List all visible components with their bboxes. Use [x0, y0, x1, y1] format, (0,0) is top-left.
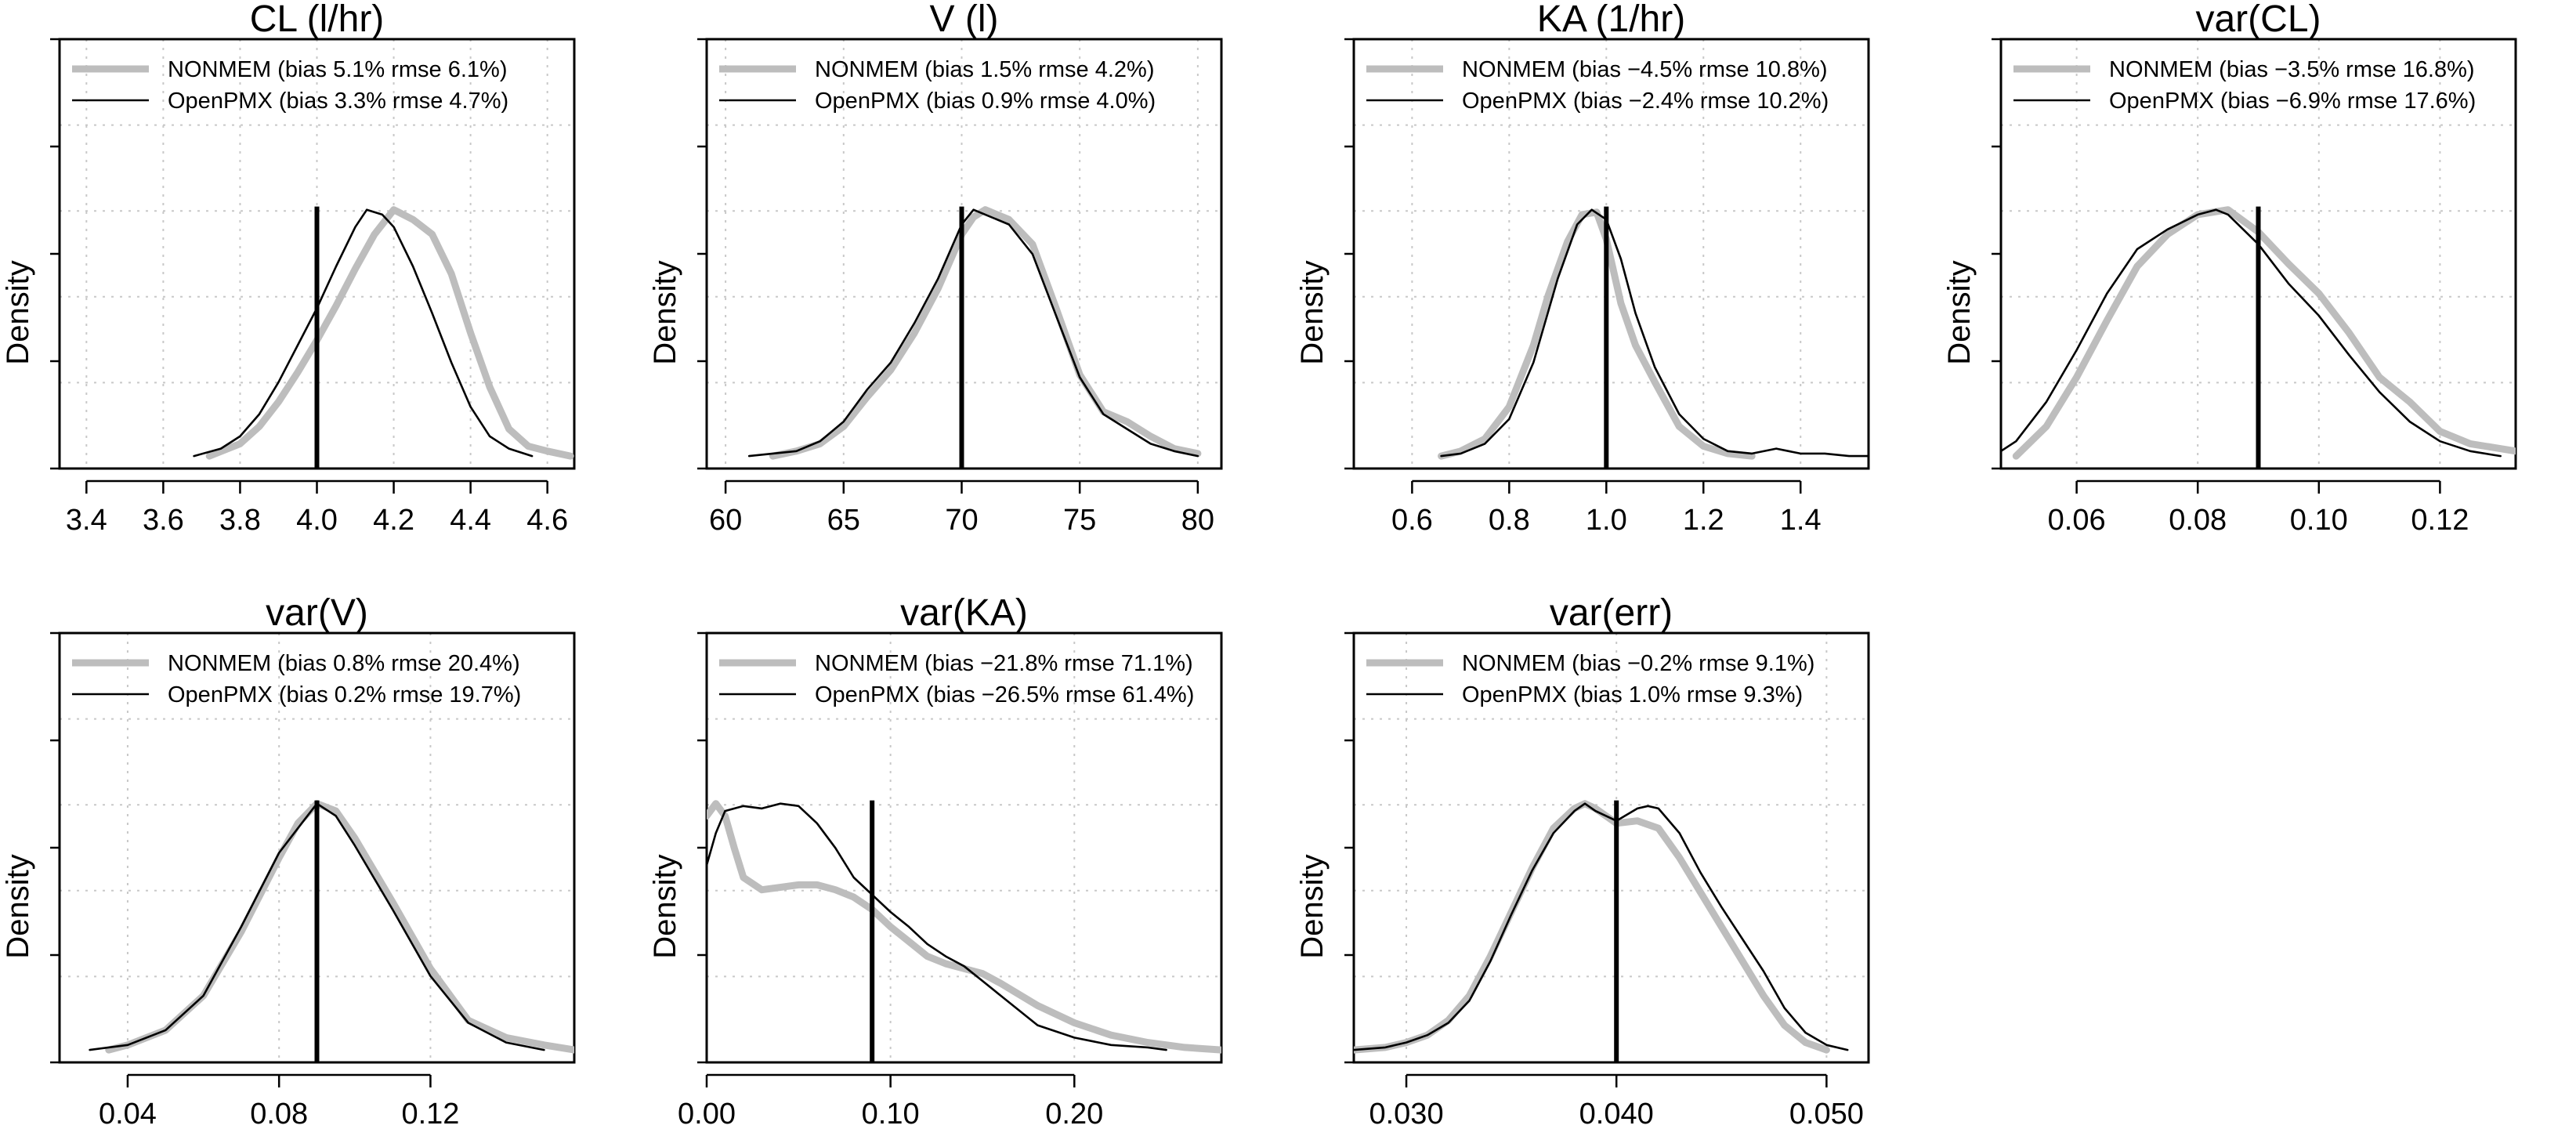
x-tick-label: 0.12	[2411, 504, 2469, 537]
x-tick-label: 1.2	[1683, 504, 1724, 537]
panel-title: var(KA)	[900, 592, 1028, 634]
density-curve-nonmem	[105, 800, 574, 1054]
density-panel-3: KA (1/hr) Density 0.6 0.8 1.0 1.2 1.4 NONMEM (b…	[1295, 0, 1870, 537]
x-tick-label: 3.8	[219, 504, 261, 537]
density-curve-openpmx	[707, 802, 1167, 1051]
x-tick-label: 3.4	[66, 504, 107, 537]
density-panel-5: var(V) Density 0.04 0.08 0.12 NONMEM (bias 0.…	[1, 592, 576, 1131]
x-tick-label: 0.8	[1489, 504, 1530, 537]
panel-title: var(V)	[266, 592, 368, 634]
x-tick-label: 0.04	[99, 1098, 157, 1131]
x-tick-label: 4.4	[450, 504, 491, 537]
panel-title: var(CL)	[2195, 0, 2321, 40]
density-curve-nonmem	[707, 800, 1221, 1054]
density-panel-1: CL (l/hr) Density 3.4 3.6 3.8 4.0 4.2 4.4 4.6 NON…	[1, 0, 576, 537]
density-panel-2: V (l) Density 60 65 70 75 80 NONMEM (bias 1.5% …	[648, 0, 1223, 537]
x-tick-label: 4.0	[296, 504, 338, 537]
x-tick-label: 80	[1181, 504, 1214, 537]
legend-label-openpmx: OpenPMX (bias 1.0% rmse 9.3%)	[1462, 682, 1803, 707]
legend-label-nonmem: NONMEM (bias 5.1% rmse 6.1%)	[168, 57, 508, 82]
panel-title: var(err)	[1550, 592, 1673, 634]
x-tick-label: 75	[1063, 504, 1096, 537]
x-tick-label: 0.050	[1789, 1098, 1864, 1131]
x-tick-label: 0.08	[2169, 504, 2227, 537]
density-curve-openpmx	[1354, 802, 1849, 1051]
x-tick-label: 0.6	[1391, 504, 1433, 537]
legend-label-openpmx: OpenPMX (bias 0.2% rmse 19.7%)	[168, 682, 521, 707]
density-panel-4: var(CL) Density 0.06 0.08 0.10 0.12 NONMEM (bi…	[1942, 0, 2517, 537]
density-curve-openpmx	[1440, 208, 1869, 458]
density-curve-openpmx	[747, 208, 1199, 458]
density-curve-nonmem	[205, 206, 574, 460]
density-curve-nonmem	[1354, 800, 1830, 1054]
legend-label-nonmem: NONMEM (bias −4.5% rmse 10.8%)	[1462, 57, 1828, 82]
x-tick-label: 0.040	[1579, 1098, 1654, 1131]
x-tick-label: 70	[945, 504, 978, 537]
y-axis-label: Density	[1295, 260, 1330, 364]
x-tick-label: 0.10	[862, 1098, 920, 1131]
density-panel-7: var(err) Density 0.030 0.040 0.050 NONMEM (bi…	[1295, 592, 1870, 1131]
y-axis-label: Density	[648, 260, 682, 364]
density-curve-openpmx	[193, 208, 534, 458]
y-axis-label: Density	[648, 854, 682, 958]
x-tick-label: 1.0	[1586, 504, 1627, 537]
x-tick-label: 60	[709, 504, 742, 537]
legend-label-openpmx: OpenPMX (bias −2.4% rmse 10.2%)	[1462, 89, 1829, 114]
x-tick-label: 1.4	[1780, 504, 1822, 537]
density-panel-6: var(KA) Density 0.00 0.10 0.20 NONMEM (bias −…	[648, 592, 1223, 1131]
legend-label-nonmem: NONMEM (bias −21.8% rmse 71.1%)	[815, 651, 1193, 676]
legend-label-nonmem: NONMEM (bias −3.5% rmse 16.8%)	[2109, 57, 2475, 82]
density-curve-nonmem	[1438, 208, 1756, 460]
y-axis-label: Density	[1295, 854, 1330, 958]
y-axis-label: Density	[1, 260, 35, 364]
legend-label-openpmx: OpenPMX (bias 3.3% rmse 4.7%)	[168, 89, 508, 114]
legend-label-nonmem: NONMEM (bias 1.5% rmse 4.2%)	[815, 57, 1155, 82]
x-tick-label: 0.00	[678, 1098, 736, 1131]
legend-label-nonmem: NONMEM (bias −0.2% rmse 9.1%)	[1462, 651, 1814, 676]
legend-label-openpmx: OpenPMX (bias −6.9% rmse 17.6%)	[2109, 89, 2476, 114]
x-tick-label: 0.12	[401, 1098, 459, 1131]
legend-label-openpmx: OpenPMX (bias 0.9% rmse 4.0%)	[815, 89, 1156, 114]
y-axis-label: Density	[1, 854, 35, 958]
legend-label-nonmem: NONMEM (bias 0.8% rmse 20.4%)	[168, 651, 520, 676]
density-curve-openpmx	[2001, 208, 2502, 458]
x-tick-label: 0.030	[1369, 1098, 1443, 1131]
x-tick-label: 4.6	[526, 504, 568, 537]
density-curve-nonmem	[769, 206, 1202, 460]
panel-title: CL (l/hr)	[250, 0, 385, 40]
x-tick-label: 0.20	[1045, 1098, 1103, 1131]
x-tick-label: 0.10	[2290, 504, 2348, 537]
legend-label-openpmx: OpenPMX (bias −26.5% rmse 61.4%)	[815, 682, 1194, 707]
x-tick-label: 0.06	[2048, 504, 2106, 537]
panel-title: V (l)	[930, 0, 999, 40]
x-tick-label: 3.6	[143, 504, 184, 537]
x-tick-label: 0.08	[250, 1098, 308, 1131]
panel-title: KA (1/hr)	[1537, 0, 1685, 40]
x-tick-label: 4.2	[373, 504, 414, 537]
x-tick-label: 65	[827, 504, 860, 537]
y-axis-label: Density	[1942, 260, 1977, 364]
